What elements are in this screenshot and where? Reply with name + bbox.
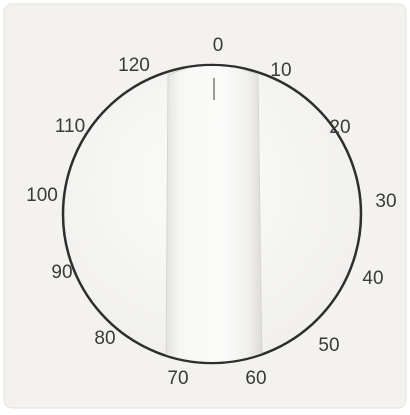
scale-label: 80 [94,328,115,349]
page: 0102030405060708090100110120 (() => { co… [0,0,410,415]
scale-label: 40 [362,268,383,289]
scale-label: 10 [270,60,291,81]
knob [166,65,262,370]
scale-label: 0 [213,35,224,56]
knob-grip [166,65,262,370]
scale-label: 90 [51,262,72,283]
scale-label: 20 [329,117,350,138]
scale-label: 50 [318,335,339,356]
timer-plate: 0 10 20 30 40 50 60 70 80 90 100 110 120 [0,0,410,415]
scale-label: 120 [118,55,150,76]
scale-label: 110 [55,116,85,137]
scale-label: 100 [26,185,58,206]
scale-label: 60 [245,368,266,389]
scale-label: 30 [375,191,396,212]
scale-label: 70 [167,368,188,389]
